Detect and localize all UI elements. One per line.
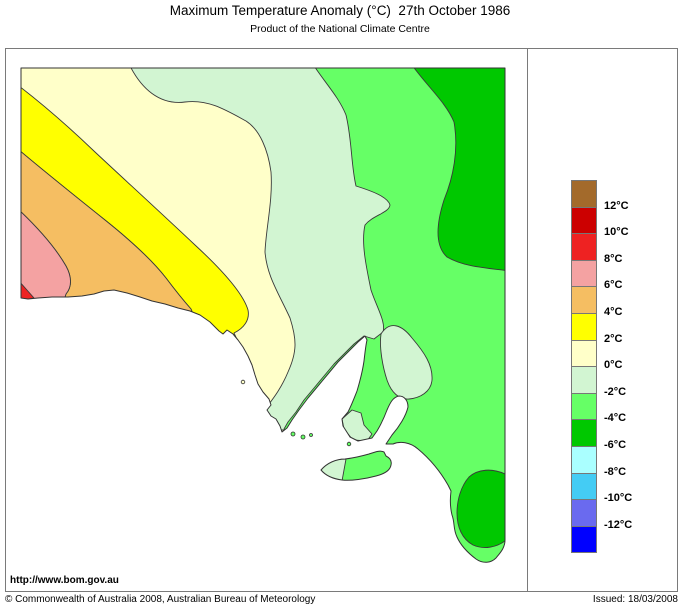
legend-swatch-green (571, 392, 597, 421)
legend-label: 10°C (604, 226, 629, 239)
legend-swatch-yellow (571, 313, 597, 341)
legend-swatch-dark_green (571, 419, 597, 447)
legend-label: -4°C (604, 412, 627, 425)
copyright-text: © Commonwealth of Australia 2008, Austra… (5, 594, 316, 605)
legend-label: -10°C (604, 492, 633, 505)
legend-label: 6°C (604, 279, 623, 292)
page-title: Maximum Temperature Anomaly (°C) 27th Oc… (169, 3, 511, 18)
legend-label: -2°C (604, 385, 627, 398)
coastline-kangaroo-island (320, 450, 392, 481)
legend-swatch-cyan (571, 472, 597, 501)
legend-label: 0°C (604, 359, 623, 372)
patch-pale-lobe (380, 325, 433, 400)
legend-swatch-pale_cyan (571, 446, 597, 474)
legend-label: 8°C (604, 252, 623, 265)
band-dark-green-se (456, 469, 505, 548)
legend-swatch-brown (571, 180, 597, 208)
legend-swatch-orange (571, 286, 597, 314)
legend-swatch-blue (571, 525, 597, 554)
coastline-south-australia (20, 67, 506, 563)
issued-date: Issued: 18/03/2008 (592, 594, 678, 605)
band-dark-green-ne (404, 68, 505, 275)
small-islands (240, 379, 352, 447)
legend-swatch-cream (571, 339, 597, 368)
panel-divider (527, 48, 528, 592)
legend-label: -12°C (604, 518, 633, 531)
legend-label: 2°C (604, 332, 623, 345)
legend-label: -6°C (604, 439, 627, 451)
legend-swatch-blue_purple (571, 499, 597, 527)
source-url: http://www.bom.gov.au (10, 575, 119, 586)
legend-swatch-red (571, 233, 597, 261)
legend-label: 4°C (604, 306, 623, 318)
outer-frame (5, 48, 678, 592)
legend-label: -8°C (604, 465, 627, 478)
legend-swatch-pink (571, 259, 597, 288)
band-pink (21, 209, 71, 307)
legend-swatch-pale_green (571, 366, 597, 394)
legend-swatch-dark_red (571, 206, 597, 235)
legend-label: 12°C (604, 199, 629, 212)
page-subtitle: Product of the National Climate Centre (250, 23, 430, 35)
